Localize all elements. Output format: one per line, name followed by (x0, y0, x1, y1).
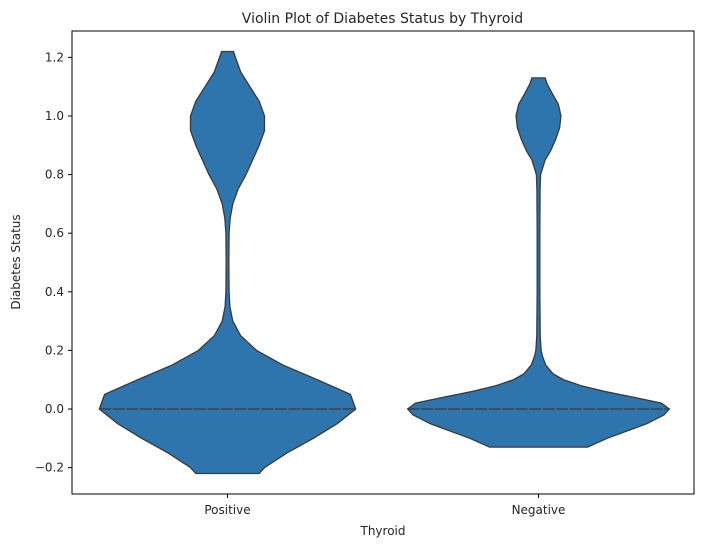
y-tick-label: 0.2 (45, 343, 64, 357)
x-axis-label: Thyroid (360, 524, 406, 538)
plot-frame (71, 30, 695, 495)
y-tick-label: −0.2 (35, 461, 64, 475)
y-tick-label: 0.8 (45, 168, 64, 182)
y-tick-label: 0.0 (45, 402, 64, 416)
chart-title: Violin Plot of Diabetes Status by Thyroi… (242, 11, 523, 27)
y-tick-label: 0.6 (45, 226, 64, 240)
violin-positive (98, 50, 357, 475)
y-axis-ticks: −0.2 0.0 0.2 0.4 0.6 0.8 1.0 1.2 (35, 50, 72, 475)
violin-negative (406, 77, 671, 448)
violin-layer (98, 50, 671, 475)
x-tick-label-negative: Negative (512, 503, 566, 517)
x-tick-label-positive: Positive (204, 503, 250, 517)
y-tick-label: 1.0 (45, 109, 64, 123)
y-axis-label: Diabetes Status (9, 214, 23, 309)
y-tick-label: 0.4 (45, 285, 64, 299)
y-tick-label: 1.2 (45, 50, 64, 64)
x-axis-ticks: Positive Negative (204, 494, 565, 517)
